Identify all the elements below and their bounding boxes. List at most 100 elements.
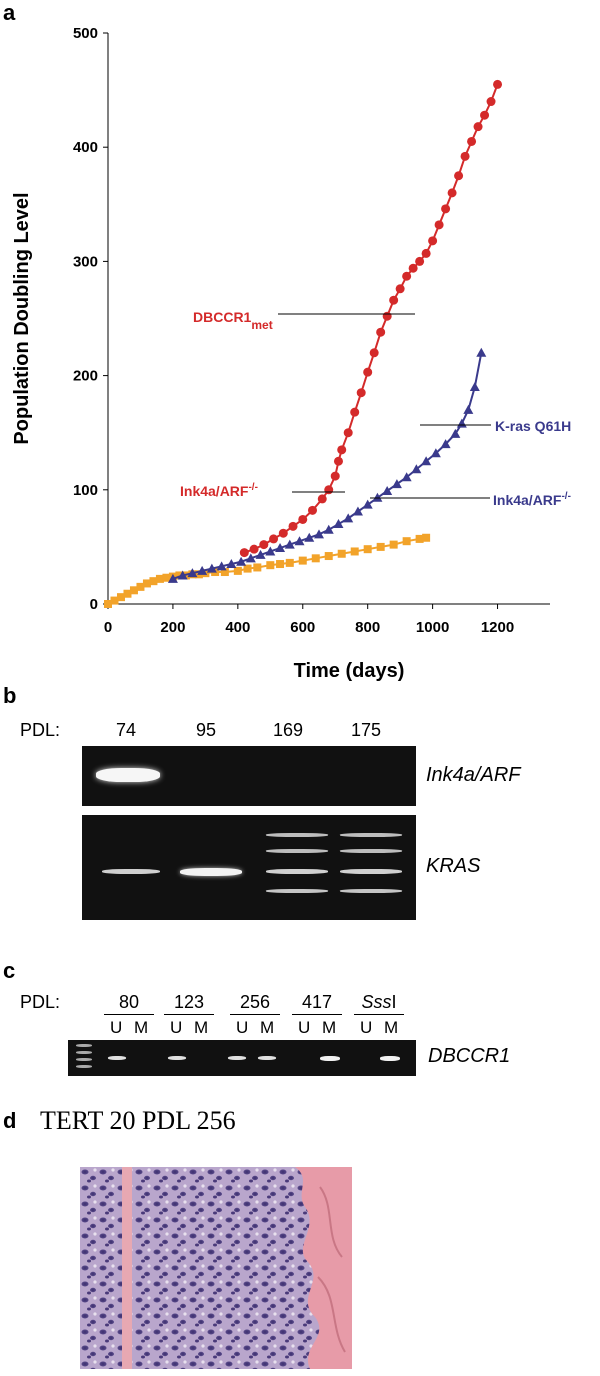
data-point-circle xyxy=(434,220,444,230)
annotation-label: DBCCR1met xyxy=(193,309,273,332)
data-point-square xyxy=(389,540,398,549)
data-point-circle xyxy=(350,407,360,417)
data-point-triangle xyxy=(284,539,295,549)
histology-svg xyxy=(80,1167,352,1369)
ladder-band-1 xyxy=(76,1044,92,1047)
data-point-circle xyxy=(415,256,425,266)
group-label-c: SssI xyxy=(361,992,397,1012)
band-sssi-m xyxy=(380,1056,400,1061)
data-point-square xyxy=(350,547,359,556)
data-point-triangle xyxy=(411,464,422,474)
data-point-circle xyxy=(278,528,288,538)
data-point-circle xyxy=(324,485,334,495)
group-underline xyxy=(354,1014,404,1015)
series-line xyxy=(244,84,499,554)
x-tick-label: 400 xyxy=(225,619,250,636)
data-point-triangle xyxy=(343,513,354,523)
data-point-square xyxy=(422,533,431,542)
data-point-circle xyxy=(298,514,308,524)
group-underline xyxy=(104,1014,154,1015)
data-point-square xyxy=(253,563,262,572)
data-point-triangle xyxy=(421,456,432,466)
data-point-circle xyxy=(389,295,399,305)
histology-image xyxy=(80,1167,352,1369)
data-point-square xyxy=(415,534,424,543)
data-point-square xyxy=(376,542,385,551)
data-point-triangle xyxy=(177,570,188,580)
data-point-square xyxy=(337,549,346,558)
lane-m-label: M xyxy=(384,1018,399,1037)
band-ink4a-74 xyxy=(96,768,160,782)
data-point-circle xyxy=(308,505,318,515)
y-tick-label: 500 xyxy=(73,25,98,42)
data-point-square xyxy=(155,574,164,583)
x-tick-label: 0 xyxy=(104,619,112,636)
data-point-circle xyxy=(249,544,259,554)
data-point-triangle xyxy=(226,559,237,569)
data-point-circle xyxy=(447,188,457,198)
data-point-square xyxy=(136,582,145,591)
panel-d-title: TERT 20 PDL 256 xyxy=(40,1106,236,1135)
y-tick-label: 300 xyxy=(73,253,98,270)
data-point-circle xyxy=(395,284,405,294)
data-point-triangle xyxy=(391,479,402,489)
group-underline xyxy=(292,1014,342,1015)
data-point-circle xyxy=(269,534,279,544)
data-point-triangle xyxy=(352,506,363,516)
lane-m-label: M xyxy=(322,1018,337,1037)
band-kras-169-3 xyxy=(266,869,328,874)
lane-m-label: M xyxy=(134,1018,149,1037)
lane-label-b: 95 xyxy=(195,720,217,740)
data-point-triangle xyxy=(469,382,480,392)
data-point-triangle xyxy=(206,563,217,573)
group-underline xyxy=(230,1014,280,1015)
data-point-square xyxy=(311,554,320,563)
data-point-triangle xyxy=(382,485,393,495)
data-point-triangle xyxy=(450,428,461,438)
band-kras-169-2 xyxy=(266,849,328,853)
y-axis-label: Population Doubling Level xyxy=(11,192,33,444)
data-point-square xyxy=(243,564,252,573)
data-point-triangle xyxy=(236,556,247,566)
band-256-m xyxy=(258,1056,276,1060)
data-point-circle xyxy=(343,428,353,438)
data-point-circle xyxy=(493,79,503,89)
group-label-c: 80 xyxy=(118,992,140,1012)
band-kras-175-2 xyxy=(340,849,402,853)
group-label-c: 417 xyxy=(301,992,333,1012)
data-point-square xyxy=(175,571,184,580)
data-point-triangle xyxy=(294,536,305,546)
data-point-square xyxy=(104,600,112,608)
data-point-triangle xyxy=(333,519,344,529)
ladder-band-2 xyxy=(76,1051,92,1054)
data-point-circle xyxy=(288,521,298,531)
data-point-triangle xyxy=(197,565,208,575)
y-tick-label: 200 xyxy=(73,368,98,385)
data-point-circle xyxy=(363,367,373,377)
panel-letter-b: b xyxy=(3,683,17,708)
data-point-square xyxy=(266,561,275,570)
y-tick-label: 100 xyxy=(73,482,98,499)
group-label-c: 256 xyxy=(239,992,271,1012)
lane-u-label: U xyxy=(170,1018,183,1037)
data-point-triangle xyxy=(167,573,178,583)
data-point-circle xyxy=(369,348,379,358)
group-underline xyxy=(164,1014,214,1015)
data-point-triangle xyxy=(275,543,286,553)
data-point-square xyxy=(110,596,119,605)
group-label-italic: Sss xyxy=(361,992,392,1012)
data-point-circle xyxy=(473,122,483,132)
gel-ink4a xyxy=(82,746,416,806)
data-point-triangle xyxy=(255,549,266,559)
growth-chart: 0 100 200 300 400 500 0 200 400 600 800 1000 1200 Tim… xyxy=(11,25,571,682)
data-point-triangle xyxy=(323,524,334,534)
data-point-circle xyxy=(337,445,347,455)
data-point-square xyxy=(298,556,307,565)
lane-u-label: U xyxy=(298,1018,311,1037)
lane-u-label: U xyxy=(236,1018,249,1037)
y-tick-label: 0 xyxy=(90,596,98,613)
data-point-circle xyxy=(460,151,470,161)
lane-label-b: 74 xyxy=(115,720,137,740)
data-point-triangle xyxy=(265,546,276,556)
data-point-square xyxy=(220,568,229,577)
